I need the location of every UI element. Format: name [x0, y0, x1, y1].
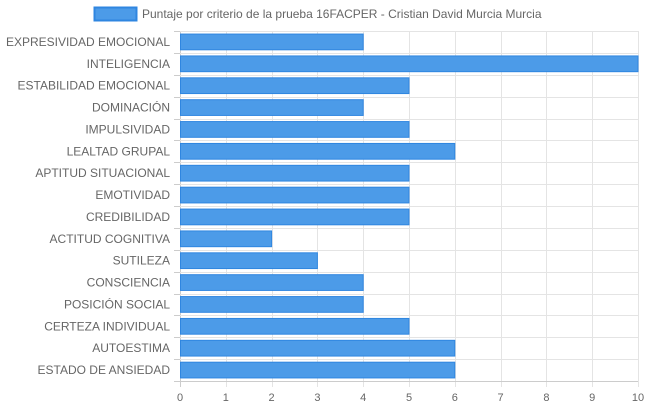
- category-label: APTITUD SITUACIONAL: [35, 166, 170, 180]
- bar-12[interactable]: [180, 296, 364, 313]
- category-label: ACTITUD COGNITIVA: [50, 232, 170, 246]
- x-tick-label: 2: [269, 392, 275, 404]
- category-labels: EXPRESIVIDAD EMOCIONAL INTELIGENCIA ESTABI…: [6, 35, 170, 377]
- bar-11[interactable]: [180, 274, 364, 291]
- category-label: LEALTAD GRUPAL: [67, 144, 171, 158]
- bar-14[interactable]: [180, 339, 456, 357]
- bar-7[interactable]: [180, 186, 410, 204]
- category-label: EXPRESIVIDAD EMOCIONAL: [6, 35, 170, 49]
- bar-1[interactable]: [180, 55, 639, 73]
- category-label: SUTILEZA: [113, 254, 170, 268]
- category-label: INTELIGENCIA: [87, 57, 170, 71]
- bar-2[interactable]: [180, 77, 410, 95]
- bar-4[interactable]: [180, 121, 410, 138]
- category-label: ESTABILIDAD EMOCIONAL: [18, 79, 171, 93]
- x-tick-label: 9: [589, 392, 595, 404]
- category-label: AUTOESTIMA: [92, 341, 170, 355]
- category-label: ESTADO DE ANSIEDAD: [38, 363, 171, 377]
- x-tick-label: 4: [360, 392, 366, 404]
- x-tick-label: 0: [177, 392, 183, 404]
- x-tick-labels: 0 1 2 3 4 5 6 7 8 9 10: [177, 392, 644, 404]
- category-label: DOMINACIÓN: [92, 100, 170, 115]
- x-tick-label: 5: [406, 392, 412, 404]
- x-tick-label: 8: [543, 392, 549, 404]
- x-tick-label: 10: [632, 392, 644, 404]
- legend-swatch[interactable]: [93, 6, 138, 22]
- x-tick-label: 3: [314, 392, 320, 404]
- bar-15[interactable]: [180, 361, 456, 379]
- bars: [180, 33, 639, 379]
- category-label: CERTEZA INDIVIDUAL: [44, 319, 170, 333]
- bar-8[interactable]: [180, 208, 410, 226]
- bar-0[interactable]: [180, 33, 364, 51]
- x-tick-label: 7: [498, 392, 504, 404]
- bar-13[interactable]: [180, 317, 410, 335]
- category-label: POSICIÓN SOCIAL: [64, 296, 170, 311]
- x-tick-label: 1: [223, 392, 229, 404]
- bar-3[interactable]: [180, 99, 364, 116]
- bar-9[interactable]: [180, 230, 273, 248]
- bar-10[interactable]: [180, 252, 318, 270]
- bar-6[interactable]: [180, 164, 410, 182]
- category-label: IMPULSIVIDAD: [85, 122, 170, 136]
- category-label: EMOTIVIDAD: [95, 188, 170, 202]
- legend-label[interactable]: Puntaje por criterio de la prueba 16FACP…: [142, 7, 542, 21]
- x-tick-label: 6: [452, 392, 458, 404]
- category-label: CONSCIENCIA: [87, 276, 170, 290]
- bar-5[interactable]: [180, 142, 456, 160]
- category-label: CREDIBILIDAD: [86, 210, 170, 224]
- legend[interactable]: Puntaje por criterio de la prueba 16FACP…: [93, 6, 542, 22]
